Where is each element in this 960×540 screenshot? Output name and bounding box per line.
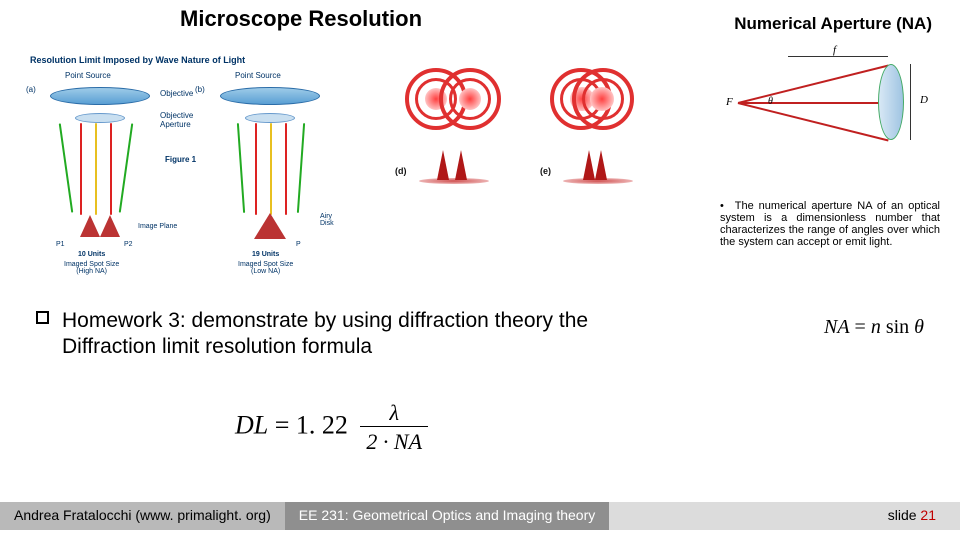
fig1-objective-a [50,87,150,105]
fig2-spike-e2 [595,150,607,180]
fig1-point-source-b: Point Source [235,71,281,80]
formula-na-lhs: NA [824,316,850,338]
fig2-base-d [419,178,489,184]
fig1-left-units: 10 Units [78,251,105,258]
fig1-wave-red-a [80,123,82,215]
fig1-wave-green-b [237,123,245,213]
formula-dl-eq: = 1. 22 [268,410,348,439]
lens-F-label: F [726,96,733,108]
slide: Microscope Resolution Numerical Aperture… [0,0,960,540]
fig1-right-sub: Imaged Spot Size (Low NA) [238,261,293,275]
fig2-spike-d1 [437,150,449,180]
homework-block: Homework 3: demonstrate by using diffrac… [36,308,676,361]
footer: Andrea Fratalocchi (www. primalight. org… [0,502,960,530]
fig2-label-e: (e) [540,166,551,176]
core-e2 [590,87,614,111]
lens-f-label: f [833,44,836,56]
formula-dl-num: λ [360,400,428,426]
fig1-wave-green2-a [119,123,134,212]
footer-course: EE 231: Geometrical Optics and Imaging t… [285,502,609,530]
footer-slide-label: slide [888,507,921,523]
homework-text: Homework 3: demonstrate by using diffrac… [62,308,676,361]
fig1-left-sub: Imaged Spot Size (High NA) [64,261,119,275]
figure-na-lens: F θ D f [728,52,938,152]
footer-slide-number: slide 21 [880,502,960,530]
lens-ray-down [738,102,889,141]
fig1-aperture-a [75,113,125,123]
fig2-spike-e1 [583,150,595,180]
fig1-wave-red2-a [110,123,112,215]
fig1-p: P [296,241,301,248]
fig1-label-a: (a) [26,85,36,94]
lens-ray-up [738,65,889,104]
fig1-objective-label: Objective [160,89,193,98]
fig1-p2: P2 [124,241,133,248]
lens-D-label: D [920,94,928,106]
fig1-figure-label: Figure 1 [165,155,196,164]
lens-theta-label: θ [768,96,773,107]
lens-body [878,64,904,140]
fig1-right-units: 19 Units [252,251,279,258]
formula-dl-den: 2 · NA [360,426,428,455]
formula-na-eq: = [850,316,871,338]
lens-f-line [788,56,888,57]
fig1-label-b: (b) [195,85,205,94]
formula-dl: DL = 1. 22 λ 2 · NA [235,400,428,455]
formula-dl-fraction: λ 2 · NA [360,400,428,455]
bullet-dot-icon: • [720,200,730,212]
formula-dl-lhs: DL [235,410,268,439]
fig1-p1: P1 [56,241,65,248]
fig2-spike-d2 [455,150,467,180]
na-definition-bullet: • The numerical aperture NA of an optica… [720,200,940,248]
fig2-label-d: (d) [395,166,407,176]
title-na: Numerical Aperture (NA) [734,14,932,34]
fig1-airy-a1 [80,215,100,237]
title-main: Microscope Resolution [180,6,422,32]
fig1-wave-green-a [59,123,74,212]
fig1-wave-yellow-b [270,123,272,215]
fig1-wave-red2-b [285,123,287,215]
fig1-caption: Resolution Limit Imposed by Wave Nature … [30,55,245,65]
lens-ray-axis [738,102,888,104]
formula-na-theta: θ [914,316,924,338]
fig1-wave-green2-b [297,123,305,213]
na-definition-text: The numerical aperture NA of an optical … [720,200,940,248]
fig1-airy-disk: Airy Disk [320,213,334,227]
fig1-obj-aperture-label: Objective Aperture [160,111,193,129]
footer-page-number: 21 [920,507,936,523]
fig1-wave-yellow-a [95,123,97,215]
formula-na: NA = n sin θ [824,316,924,339]
footer-fill [609,502,879,530]
fig1-aperture-b [245,113,295,123]
core-d2 [459,88,481,110]
fig1-airy-a2 [100,215,120,237]
fig1-objective-b [220,87,320,105]
figure-airy-patterns: (d) (e) [395,68,665,198]
fig1-wave-red-b [255,123,257,215]
lens-D-line [910,64,911,140]
fig1-point-source-a: Point Source [65,71,111,80]
fig1-image-plane: Image Plane [138,223,177,230]
fig1-airy-b [254,213,286,239]
footer-author: Andrea Fratalocchi (www. primalight. org… [0,502,285,530]
checkbox-icon [36,311,49,324]
formula-na-sin: sin [881,316,914,338]
formula-na-n: n [871,316,881,338]
figure-resolution-limit: Resolution Limit Imposed by Wave Nature … [20,55,375,285]
